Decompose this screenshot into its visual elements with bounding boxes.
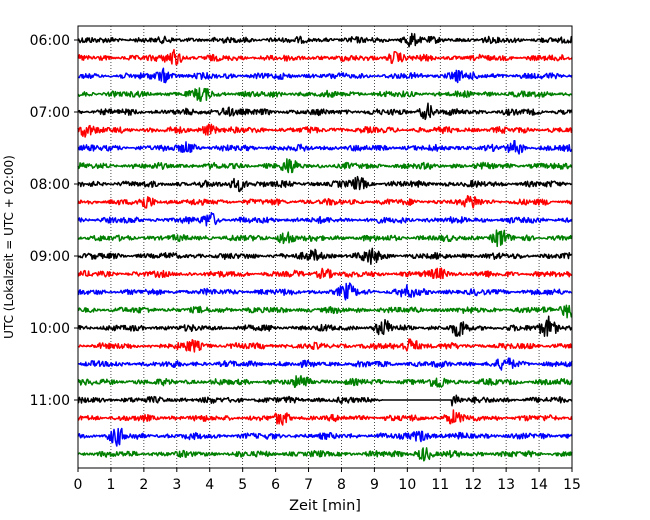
trace-0745: [77, 158, 573, 174]
trace-0615: [77, 48, 573, 66]
trace-1030: [77, 357, 573, 371]
trace-0945: [77, 304, 573, 319]
x-tick-label: 14: [530, 477, 548, 493]
x-tick-label: 10: [398, 477, 416, 493]
trace-0630: [77, 67, 573, 84]
x-tick-label: 0: [74, 477, 83, 493]
trace-0915: [77, 267, 573, 280]
x-tick-label: 5: [238, 477, 247, 493]
x-tick-label: 8: [337, 477, 346, 493]
trace-group: [77, 32, 573, 462]
trace-0815: [77, 195, 573, 209]
plot-frame: [77, 25, 573, 469]
trace-1045: [77, 375, 573, 389]
y-tick-label: 09:00: [30, 249, 70, 265]
trace-0700: [77, 102, 573, 121]
trace-1100: [77, 394, 573, 407]
trace-0800: [77, 175, 573, 193]
x-tick-label: 1: [106, 477, 115, 493]
trace-1130: [77, 427, 573, 447]
trace-0900: [77, 247, 573, 265]
x-tick-label: 2: [139, 477, 148, 493]
trace-0730: [77, 139, 573, 155]
x-axis-ticks: 0 1 2 3 4 5 6 7 8 9 10 11 12 13 14 15: [74, 468, 581, 493]
trace-0600: [77, 32, 573, 48]
x-tick-label: 7: [304, 477, 313, 493]
y-tick-label: 10:00: [30, 321, 70, 337]
trace-1015: [77, 338, 573, 353]
trace-1000: [77, 315, 573, 337]
x-tick-label: 13: [497, 477, 515, 493]
x-tick-label: 6: [271, 477, 280, 493]
x-tick-label: 11: [431, 477, 449, 493]
x-tick-label: 4: [205, 477, 214, 493]
x-axis-label: Zeit [min]: [289, 498, 361, 514]
y-tick-label: 06:00: [30, 33, 70, 49]
x-tick-label: 9: [370, 477, 379, 493]
x-tick-label: 3: [172, 477, 181, 493]
trace-0645: [77, 87, 573, 102]
y-axis-label: UTC (Lokalzeit = UTC + 02:00): [2, 155, 16, 339]
y-axis-ticks: 06:00 07:00 08:00 09:00 10:00 11:00: [30, 33, 78, 409]
trace-1115: [77, 409, 573, 426]
x-tick-label: 15: [563, 477, 581, 493]
y-tick-label: 11:00: [30, 393, 70, 409]
x-tick-label: 12: [464, 477, 482, 493]
y-tick-label: 08:00: [30, 177, 70, 193]
y-tick-label: 07:00: [30, 105, 70, 121]
trace-1145: [77, 447, 573, 462]
trace-0845: [77, 229, 573, 248]
trace-0715: [77, 123, 573, 138]
trace-0830: [77, 211, 573, 227]
trace-0930: [77, 282, 573, 301]
